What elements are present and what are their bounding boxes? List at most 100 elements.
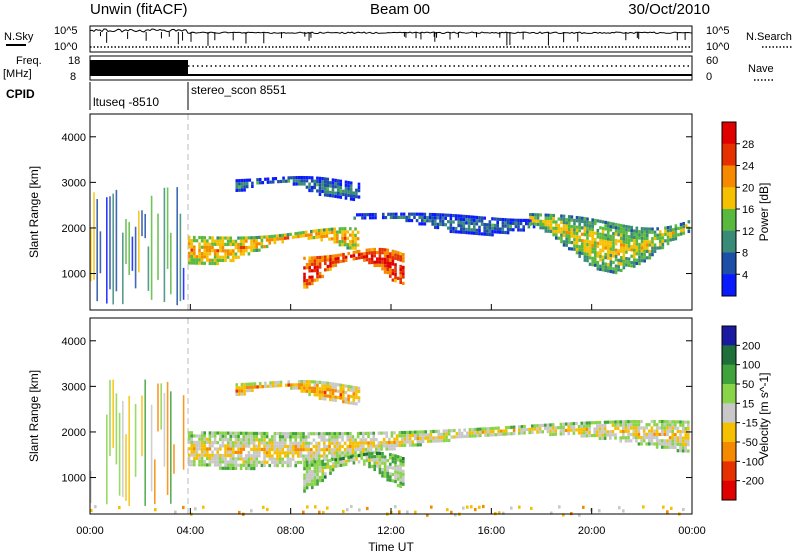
range-gate-cell [339,192,343,196]
range-gate-cell [393,444,396,448]
range-gate-cell [265,454,269,458]
range-gate-cell [501,221,505,225]
range-gate-cell [518,425,521,429]
range-gate-cell [624,423,628,427]
range-gate-cell [565,221,568,225]
range-gate-cell [200,450,204,454]
range-gate-cell [385,447,389,451]
range-gate-cell [216,463,220,467]
range-gate-cell [558,505,561,509]
range-gate-cell [399,274,403,278]
range-gate-cell [316,463,319,467]
colorbar-tick-label: 200 [742,340,760,352]
range-gate-cell [315,229,318,233]
range-gate-cell [681,436,685,440]
range-gate-cell [333,237,337,241]
velocity-ylabel: Slant Range [km] [27,370,41,462]
range-gate-cell [598,436,602,441]
range-gate-cell [354,233,357,237]
range-gate-cell [580,421,584,425]
range-gate-cell [577,431,581,435]
range-gate-cell [373,455,377,459]
range-gate-cell [549,423,552,427]
range-gate-cell [206,248,209,253]
range-gate-cell [303,182,306,186]
range-gate-cell [658,239,662,244]
range-gate-cell [651,243,654,247]
range-gate-cell [349,431,352,436]
range-gate-cell [617,252,620,256]
range-gate-cell [630,229,633,233]
range-gate-cell [368,213,372,217]
range-gate-cell [240,389,244,393]
range-gate-cell [318,189,322,193]
range-gate-cell [226,431,230,435]
range-gate-cell [668,442,672,446]
range-gate-cell [354,438,357,442]
range-gate-cell [237,431,240,435]
range-gate-cell [418,222,421,226]
range-gate-cell [203,447,207,451]
range-gate-cell [642,435,646,440]
range-gate-cell [286,454,290,458]
range-gate-cell [351,441,355,445]
range-gate-cell [427,439,430,443]
range-gate-cell [307,460,311,465]
range-gate-cell [336,188,340,193]
range-gate-cell [510,425,513,429]
range-gate-cell [359,444,363,448]
range-gate-cell [264,177,267,181]
range-gate-cell [640,419,643,424]
range-gate-cell [321,387,324,391]
range-gate-cell [614,229,618,233]
range-gate-cell [219,236,222,240]
range-gate-cell [632,232,636,236]
range-gate-cell [666,420,669,424]
range-gate-cell [326,267,330,272]
range-gate-cell [323,444,326,449]
range-gate-cell [213,441,217,445]
range-gate-cell [232,450,235,454]
range-gate-cell [453,428,456,433]
range-gate-cell [645,237,649,241]
range-gate-cell [331,254,335,258]
range-gate-cell [260,242,264,246]
range-gate-cell [402,265,405,269]
range-gate-cell [333,233,337,238]
range-gate-cell [493,227,497,231]
range-gate-cell [606,246,610,251]
range-gate-cell [399,277,403,281]
freq-label: Freq. [16,55,42,67]
range-gate-cell [343,454,347,458]
range-gate-cell [247,438,251,442]
range-gate-cell [668,445,672,449]
range-gate-cell [365,452,369,456]
range-gate-cell [575,225,579,229]
range-gate-cell [316,380,319,384]
range-gate-cell [578,219,581,223]
range-gate-cell [501,227,505,231]
range-gate-cell [645,256,649,260]
range-gate-cell [393,447,396,451]
range-gate-cell [497,429,500,433]
range-gate-cell [596,260,600,265]
range-gate-cell [279,383,283,388]
range-gate-cell [336,233,339,237]
range-gate-cell [198,245,201,249]
range-gate-cell [115,189,118,292]
range-gate-cell [300,179,304,183]
range-gate-cell [336,192,340,196]
range-gate-cell [351,243,355,247]
range-gate-cell [187,434,191,438]
range-gate-cell [444,216,447,220]
range-gate-cell [430,505,433,509]
range-gate-cell [378,257,382,261]
range-gate-cell [346,243,350,247]
range-gate-cell [517,225,520,229]
range-gate-cell [334,191,337,195]
range-gate-cell [308,182,311,186]
range-gate-cell [342,390,345,394]
range-gate-cell [591,234,594,238]
range-gate-cell [333,227,337,231]
